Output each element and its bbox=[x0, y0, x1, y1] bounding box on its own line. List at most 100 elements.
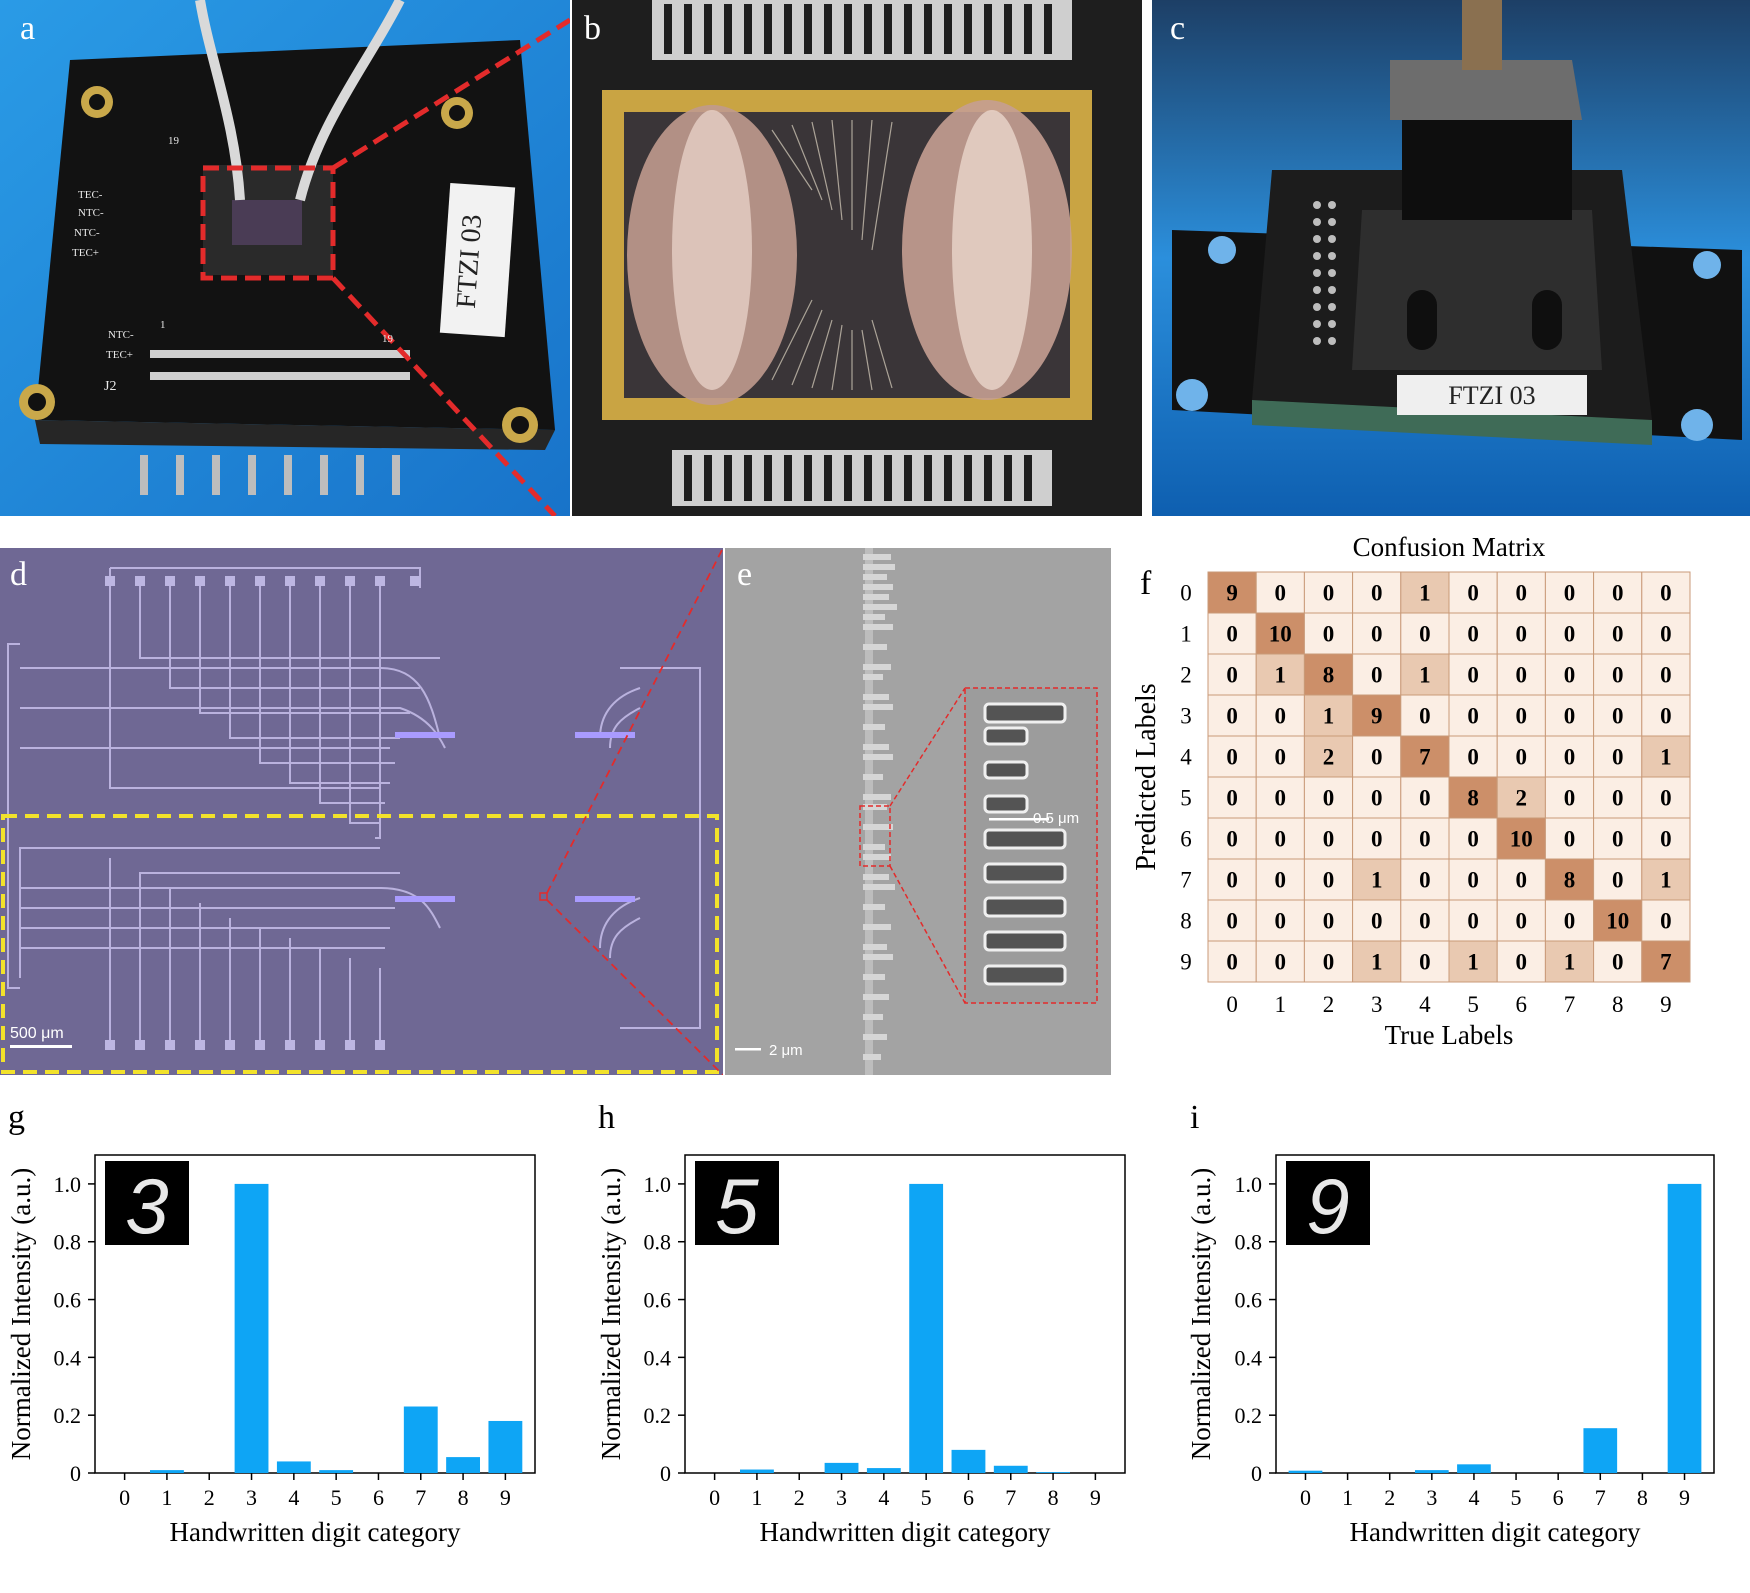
cm-cell-value: 0 bbox=[1419, 909, 1431, 934]
cm-cell-value: 0 bbox=[1612, 827, 1624, 852]
cm-cell-value: 8 bbox=[1467, 786, 1479, 811]
cm-cell-value: 7 bbox=[1660, 950, 1672, 975]
cm-cell bbox=[1303, 940, 1354, 983]
cm-cell-value: 0 bbox=[1371, 745, 1383, 770]
cm-cell-value: 0 bbox=[1226, 745, 1238, 770]
cm-cell-value: 10 bbox=[1606, 909, 1629, 934]
cm-cell-value: 0 bbox=[1612, 622, 1624, 647]
cm-cell-value: 0 bbox=[1275, 950, 1287, 975]
cm-cell-value: 1 bbox=[1419, 663, 1431, 688]
cm-cell-value: 0 bbox=[1612, 581, 1624, 606]
cm-cell bbox=[1255, 858, 1305, 901]
cm-cell-value: 0 bbox=[1564, 663, 1576, 688]
cm-cell-value: 8 bbox=[1564, 868, 1576, 893]
cm-cell-value: 0 bbox=[1516, 581, 1528, 606]
cm-x-tick: 5 bbox=[1467, 992, 1479, 1017]
cm-cell-value: 0 bbox=[1467, 704, 1479, 729]
scalebar-d bbox=[10, 1045, 72, 1048]
cm-cell-value: 0 bbox=[1516, 704, 1528, 729]
cm-y-tick: 7 bbox=[1180, 868, 1192, 893]
cm-cell-value: 10 bbox=[1269, 622, 1292, 647]
digit-thumbnail-glyph: 5 bbox=[715, 1162, 759, 1250]
cm-cell-value: 0 bbox=[1612, 950, 1624, 975]
panel-label-e: e bbox=[737, 556, 753, 593]
cm-cell bbox=[1400, 817, 1450, 860]
cm-cell-value: 0 bbox=[1564, 827, 1576, 852]
y-tick-label: 1.0 bbox=[1235, 1172, 1263, 1197]
cm-cell-value: 0 bbox=[1371, 909, 1383, 934]
cm-cell-value: 0 bbox=[1323, 909, 1335, 934]
y-tick-label: 0.8 bbox=[1235, 1230, 1263, 1255]
panel-label-h: h bbox=[598, 1105, 615, 1136]
digit-thumbnail bbox=[1286, 1161, 1370, 1245]
cm-cell bbox=[1641, 612, 1691, 655]
cm-y-tick: 1 bbox=[1180, 622, 1192, 647]
y-axis-label: Normalized Intensity (a.u.) bbox=[1186, 1168, 1216, 1460]
cm-cell-value: 0 bbox=[1516, 868, 1528, 893]
bar bbox=[319, 1470, 354, 1473]
cm-cell bbox=[1352, 653, 1402, 696]
digit-thumbnail-glyph: 9 bbox=[1306, 1162, 1349, 1250]
cm-x-tick: 0 bbox=[1226, 992, 1238, 1017]
cm-cell bbox=[1255, 571, 1305, 614]
cm-cell-value: 0 bbox=[1275, 745, 1287, 770]
cm-cell bbox=[1303, 858, 1354, 901]
y-tick-label: 0.4 bbox=[1235, 1345, 1263, 1370]
y-tick-label: 0.2 bbox=[644, 1403, 672, 1428]
panel-label-c: c bbox=[1170, 10, 1186, 47]
cm-cell-value: 0 bbox=[1226, 868, 1238, 893]
digit-thumbnail bbox=[105, 1161, 189, 1245]
cm-cell-value: 0 bbox=[1226, 786, 1238, 811]
cm-cell-value: 0 bbox=[1323, 950, 1335, 975]
y-tick-label: 0.6 bbox=[1235, 1288, 1263, 1313]
cm-cell-value: 1 bbox=[1419, 581, 1431, 606]
cm-cell-value: 0 bbox=[1660, 622, 1672, 647]
cm-cell-value: 0 bbox=[1660, 827, 1672, 852]
digit-thumbnail-glyph: 3 bbox=[125, 1162, 168, 1250]
cm-cell-value: 0 bbox=[1275, 827, 1287, 852]
cm-cell bbox=[1544, 612, 1595, 655]
cm-x-tick: 9 bbox=[1660, 992, 1672, 1017]
cm-cell bbox=[1448, 940, 1498, 983]
cm-cell-value: 1 bbox=[1371, 868, 1383, 893]
x-tick-label: 2 bbox=[1384, 1485, 1395, 1510]
cm-cell bbox=[1496, 735, 1546, 778]
cm-y-tick: 0 bbox=[1180, 581, 1192, 606]
cm-cell bbox=[1496, 694, 1546, 737]
bar bbox=[740, 1469, 774, 1473]
plot-frame bbox=[1275, 1154, 1715, 1474]
x-tick-label: 9 bbox=[1679, 1485, 1690, 1510]
panel-g-bar-chart: 0 0.2 0.4 0.6 0.8 1.0 0 1 2 3 4 5 6 7 8 9 Handwritten di… bbox=[0, 1105, 575, 1593]
cm-cell bbox=[1352, 694, 1402, 737]
cm-cell-value: 0 bbox=[1467, 868, 1479, 893]
cm-cell bbox=[1303, 694, 1354, 737]
x-tick-label: 5 bbox=[1511, 1485, 1522, 1510]
cm-cell bbox=[1255, 776, 1305, 819]
test-fixture-photo: FTZI 03 bbox=[1152, 0, 1750, 516]
digit-thumbnail bbox=[695, 1161, 779, 1245]
cm-x-tick: 3 bbox=[1371, 992, 1383, 1017]
svg-text:19: 19 bbox=[382, 333, 394, 345]
cm-cell bbox=[1448, 653, 1498, 696]
panel-label-f: f bbox=[1140, 565, 1152, 602]
cm-cell bbox=[1207, 899, 1257, 942]
cm-y-tick: 8 bbox=[1180, 909, 1192, 934]
cm-cell-value: 2 bbox=[1323, 745, 1335, 770]
cm-cell bbox=[1352, 858, 1402, 901]
cm-cell bbox=[1448, 571, 1498, 614]
y-axis-label: Normalized Intensity (a.u.) bbox=[6, 1168, 36, 1460]
cm-cell-value: 0 bbox=[1323, 868, 1335, 893]
cm-cell-value: 0 bbox=[1467, 827, 1479, 852]
cm-x-tick: 1 bbox=[1275, 992, 1287, 1017]
cm-cell-value: 1 bbox=[1323, 704, 1335, 729]
x-tick-label: 6 bbox=[373, 1485, 384, 1510]
packaged-chip-board-photo: FTZI 03 TEC- NTC- NTC- TEC+ NTC- TEC+ J2… bbox=[0, 0, 570, 516]
cm-cell-value: 0 bbox=[1467, 745, 1479, 770]
y-tick-label: 0 bbox=[1251, 1461, 1262, 1486]
cm-cell-value: 0 bbox=[1516, 663, 1528, 688]
cm-cell-value: 0 bbox=[1564, 745, 1576, 770]
x-tick-label: 1 bbox=[161, 1485, 172, 1510]
bar bbox=[403, 1406, 438, 1473]
cm-cell bbox=[1207, 571, 1257, 614]
bar bbox=[276, 1461, 311, 1473]
